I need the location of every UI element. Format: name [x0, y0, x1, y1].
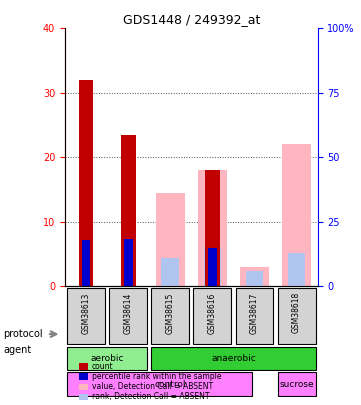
Text: GSM38614: GSM38614 [124, 292, 132, 334]
Text: GSM38617: GSM38617 [250, 292, 259, 334]
Bar [204, 247, 221, 286]
Bar [156, 193, 185, 286]
Text: aerobic: aerobic [90, 354, 124, 363]
Bar [124, 239, 132, 286]
FancyBboxPatch shape [151, 347, 316, 370]
FancyBboxPatch shape [278, 372, 316, 396]
FancyBboxPatch shape [278, 288, 316, 344]
Bar [82, 240, 91, 286]
FancyBboxPatch shape [193, 288, 231, 344]
Bar [205, 170, 220, 286]
FancyBboxPatch shape [67, 288, 105, 344]
Bar [208, 247, 217, 286]
Bar [121, 135, 135, 286]
FancyBboxPatch shape [235, 288, 274, 344]
Text: protocol: protocol [4, 329, 43, 339]
Text: value, Detection Call = ABSENT: value, Detection Call = ABSENT [92, 382, 213, 391]
Text: rank, Detection Call = ABSENT: rank, Detection Call = ABSENT [92, 392, 209, 401]
Bar [161, 258, 179, 286]
Bar [197, 170, 227, 286]
Bar [240, 267, 269, 286]
Text: GSM38616: GSM38616 [208, 292, 217, 334]
Text: GSM38618: GSM38618 [292, 292, 301, 333]
Bar [282, 145, 311, 286]
Bar [245, 271, 263, 286]
Text: sucrose: sucrose [279, 379, 314, 388]
FancyBboxPatch shape [67, 347, 147, 370]
Text: agent: agent [4, 345, 32, 355]
FancyBboxPatch shape [151, 288, 189, 344]
FancyBboxPatch shape [109, 288, 147, 344]
Text: GSM38615: GSM38615 [166, 292, 175, 334]
Text: anaerobic: anaerobic [211, 354, 256, 363]
Text: percentile rank within the sample: percentile rank within the sample [92, 372, 222, 381]
Text: GSM38613: GSM38613 [82, 292, 91, 334]
Bar [79, 80, 93, 286]
Text: control: control [155, 379, 186, 388]
FancyBboxPatch shape [67, 372, 252, 396]
Title: GDS1448 / 249392_at: GDS1448 / 249392_at [123, 13, 260, 26]
Bar [288, 253, 305, 286]
Text: count: count [92, 362, 114, 371]
